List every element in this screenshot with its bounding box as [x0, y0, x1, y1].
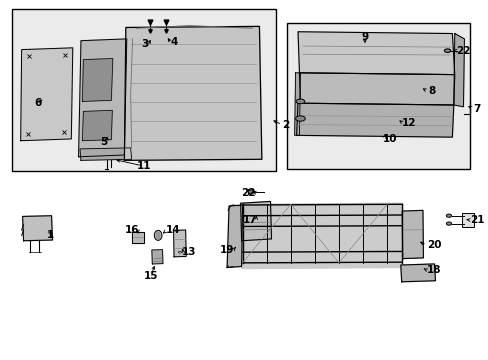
Polygon shape — [80, 148, 131, 160]
Text: 10: 10 — [382, 134, 396, 144]
Polygon shape — [294, 73, 300, 135]
Polygon shape — [297, 32, 454, 75]
Polygon shape — [226, 205, 242, 267]
Text: 8: 8 — [427, 86, 435, 96]
Polygon shape — [22, 216, 52, 241]
Ellipse shape — [446, 214, 451, 217]
Ellipse shape — [247, 190, 254, 194]
Polygon shape — [82, 111, 112, 141]
Text: 22: 22 — [241, 188, 256, 198]
Text: 2: 2 — [282, 120, 289, 130]
Polygon shape — [299, 73, 454, 105]
Text: 22: 22 — [455, 46, 469, 56]
Polygon shape — [131, 232, 143, 243]
Polygon shape — [82, 59, 113, 102]
Text: 13: 13 — [182, 247, 196, 257]
Polygon shape — [20, 48, 73, 141]
Bar — [286, 23, 469, 169]
Text: 20: 20 — [426, 240, 440, 250]
Polygon shape — [241, 203, 402, 269]
Text: 1: 1 — [47, 230, 54, 240]
Ellipse shape — [296, 99, 304, 104]
Ellipse shape — [154, 230, 162, 240]
Ellipse shape — [444, 49, 450, 53]
Ellipse shape — [156, 232, 160, 239]
Text: 14: 14 — [165, 225, 180, 235]
Polygon shape — [400, 264, 435, 282]
Text: 19: 19 — [220, 245, 234, 255]
Text: 6: 6 — [34, 98, 41, 108]
Polygon shape — [79, 39, 126, 157]
Text: 4: 4 — [170, 37, 177, 48]
Polygon shape — [453, 33, 464, 107]
Text: 5: 5 — [100, 138, 107, 148]
Text: 18: 18 — [426, 265, 440, 275]
Polygon shape — [240, 202, 271, 241]
Text: 17: 17 — [242, 215, 257, 225]
Polygon shape — [296, 103, 453, 137]
Ellipse shape — [295, 116, 305, 121]
Polygon shape — [402, 210, 423, 258]
Polygon shape — [173, 230, 186, 257]
Bar — [12, 9, 276, 171]
Text: 9: 9 — [361, 32, 368, 42]
Text: 15: 15 — [143, 271, 158, 281]
Ellipse shape — [178, 251, 181, 253]
Text: 21: 21 — [469, 215, 484, 225]
Polygon shape — [152, 249, 163, 264]
Text: 7: 7 — [472, 104, 480, 113]
Text: 12: 12 — [401, 118, 415, 128]
Text: 3: 3 — [141, 39, 148, 49]
Bar — [461, 213, 473, 227]
Ellipse shape — [446, 222, 451, 225]
Polygon shape — [124, 26, 261, 160]
Text: 11: 11 — [136, 161, 151, 171]
Text: 16: 16 — [124, 225, 139, 235]
